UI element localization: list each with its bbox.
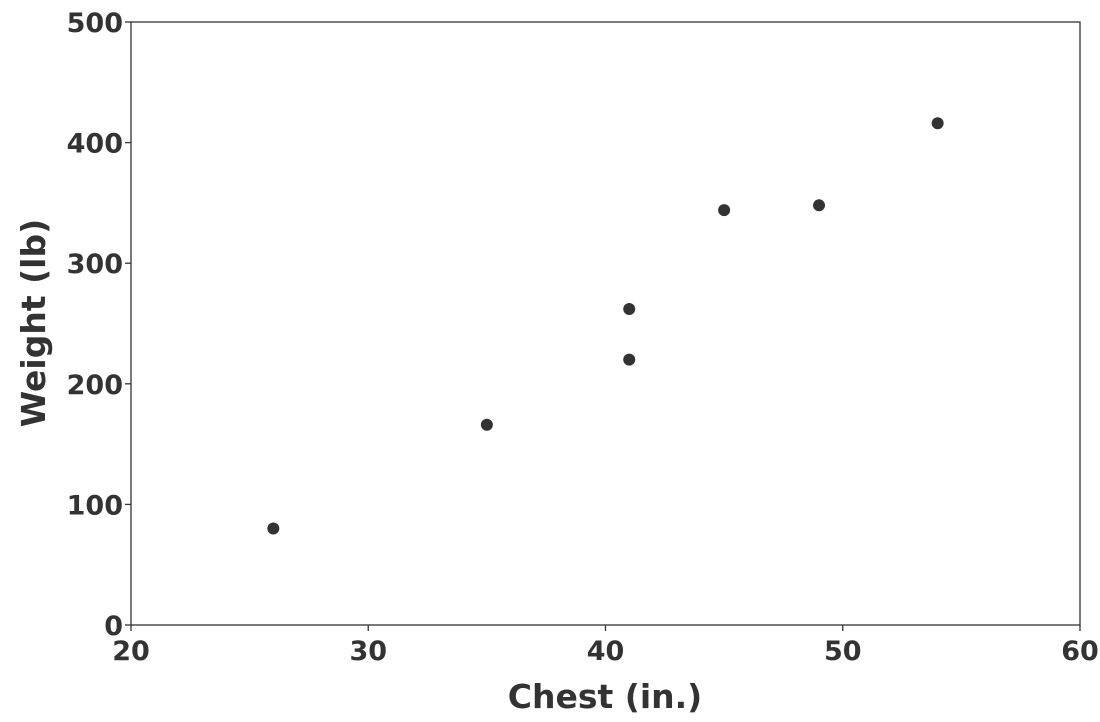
x-tick-label: 30 <box>349 636 387 667</box>
y-tick-label: 500 <box>67 8 123 39</box>
x-tick-label: 50 <box>824 636 862 667</box>
x-tick-label: 20 <box>112 636 150 667</box>
y-tick-label: 300 <box>67 249 123 280</box>
data-point <box>623 353 636 366</box>
x-axis: 20 30 40 50 60 <box>112 625 1099 667</box>
data-point <box>267 522 280 535</box>
data-point <box>813 199 826 212</box>
x-tick-label: 40 <box>587 636 625 667</box>
y-axis: 0 100 200 300 400 500 <box>67 8 131 642</box>
x-tick-label: 60 <box>1061 636 1099 667</box>
data-point <box>718 204 731 217</box>
y-tick-label: 0 <box>104 611 123 642</box>
y-tick-label: 400 <box>67 129 123 160</box>
x-axis-title: Chest (in.) <box>508 677 703 716</box>
data-points <box>267 117 944 535</box>
plot-frame <box>130 21 1081 626</box>
y-tick-label: 200 <box>67 370 123 401</box>
data-point <box>931 117 944 130</box>
data-point <box>623 303 636 316</box>
y-axis-title: Weight (lb) <box>14 219 53 427</box>
data-point <box>480 418 493 431</box>
y-tick-label: 100 <box>67 490 123 521</box>
